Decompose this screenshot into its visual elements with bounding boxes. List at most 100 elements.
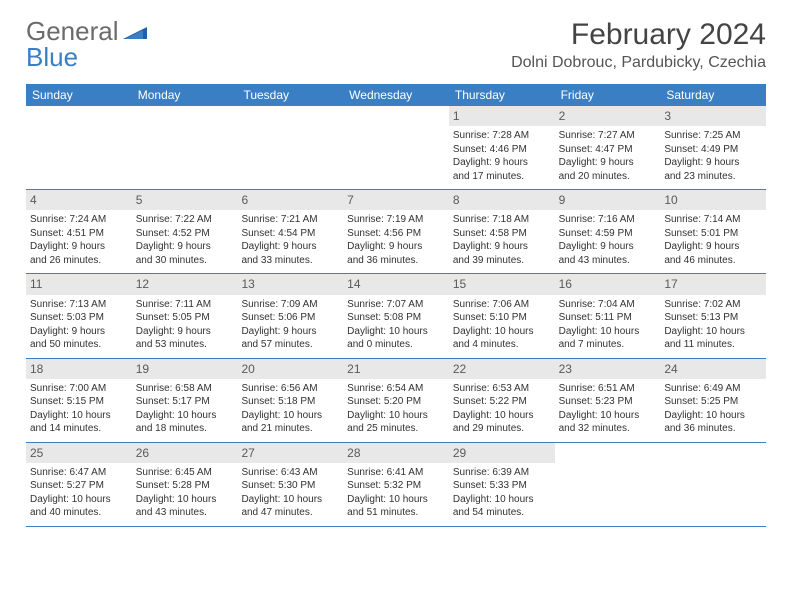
daylight-line-2: and 33 minutes. xyxy=(241,254,339,268)
day-number: 6 xyxy=(237,190,343,210)
day-cell xyxy=(26,106,132,189)
day-details: Sunrise: 6:45 AMSunset: 5:28 PMDaylight:… xyxy=(136,466,234,520)
daylight-line-2: and 50 minutes. xyxy=(30,338,128,352)
daylight-line-1: Daylight: 10 hours xyxy=(559,409,657,423)
daylight-line-2: and 51 minutes. xyxy=(347,506,445,520)
sunrise-line: Sunrise: 7:19 AM xyxy=(347,213,445,227)
day-details: Sunrise: 7:21 AMSunset: 4:54 PMDaylight:… xyxy=(241,213,339,267)
sunset-line: Sunset: 5:10 PM xyxy=(453,311,551,325)
day-header-saturday: Saturday xyxy=(660,84,766,106)
sunset-line: Sunset: 5:05 PM xyxy=(136,311,234,325)
day-cell: 11Sunrise: 7:13 AMSunset: 5:03 PMDayligh… xyxy=(26,274,132,357)
day-cell xyxy=(660,443,766,526)
day-header-thursday: Thursday xyxy=(449,84,555,106)
daylight-line-2: and 32 minutes. xyxy=(559,422,657,436)
day-header-friday: Friday xyxy=(555,84,661,106)
daylight-line-1: Daylight: 10 hours xyxy=(453,493,551,507)
sunset-line: Sunset: 5:01 PM xyxy=(664,227,762,241)
daylight-line-1: Daylight: 10 hours xyxy=(347,409,445,423)
sunset-line: Sunset: 4:59 PM xyxy=(559,227,657,241)
day-details: Sunrise: 7:04 AMSunset: 5:11 PMDaylight:… xyxy=(559,298,657,352)
triangle-icon xyxy=(123,18,149,44)
sunrise-line: Sunrise: 6:39 AM xyxy=(453,466,551,480)
day-cell: 21Sunrise: 6:54 AMSunset: 5:20 PMDayligh… xyxy=(343,359,449,442)
day-details: Sunrise: 7:06 AMSunset: 5:10 PMDaylight:… xyxy=(453,298,551,352)
day-number: 9 xyxy=(555,190,661,210)
sunrise-line: Sunrise: 7:16 AM xyxy=(559,213,657,227)
daylight-line-1: Daylight: 10 hours xyxy=(241,493,339,507)
sunset-line: Sunset: 5:20 PM xyxy=(347,395,445,409)
day-number: 24 xyxy=(660,359,766,379)
sunset-line: Sunset: 5:13 PM xyxy=(664,311,762,325)
day-number: 1 xyxy=(449,106,555,126)
daylight-line-1: Daylight: 9 hours xyxy=(453,156,551,170)
sunrise-line: Sunrise: 7:28 AM xyxy=(453,129,551,143)
sunset-line: Sunset: 5:03 PM xyxy=(30,311,128,325)
daylight-line-1: Daylight: 10 hours xyxy=(664,325,762,339)
day-details: Sunrise: 6:54 AMSunset: 5:20 PMDaylight:… xyxy=(347,382,445,436)
day-cell: 28Sunrise: 6:41 AMSunset: 5:32 PMDayligh… xyxy=(343,443,449,526)
day-details: Sunrise: 6:39 AMSunset: 5:33 PMDaylight:… xyxy=(453,466,551,520)
sunset-line: Sunset: 4:46 PM xyxy=(453,143,551,157)
daylight-line-1: Daylight: 9 hours xyxy=(347,240,445,254)
daylight-line-1: Daylight: 10 hours xyxy=(664,409,762,423)
logo-word-general: General xyxy=(26,18,119,44)
day-details: Sunrise: 7:19 AMSunset: 4:56 PMDaylight:… xyxy=(347,213,445,267)
daylight-line-1: Daylight: 9 hours xyxy=(136,240,234,254)
sunset-line: Sunset: 5:11 PM xyxy=(559,311,657,325)
day-cell: 14Sunrise: 7:07 AMSunset: 5:08 PMDayligh… xyxy=(343,274,449,357)
sunset-line: Sunset: 4:47 PM xyxy=(559,143,657,157)
day-number: 7 xyxy=(343,190,449,210)
sunrise-line: Sunrise: 6:56 AM xyxy=(241,382,339,396)
day-number: 3 xyxy=(660,106,766,126)
day-cell: 19Sunrise: 6:58 AMSunset: 5:17 PMDayligh… xyxy=(132,359,238,442)
sunrise-line: Sunrise: 7:02 AM xyxy=(664,298,762,312)
sunset-line: Sunset: 5:08 PM xyxy=(347,311,445,325)
daylight-line-1: Daylight: 9 hours xyxy=(664,240,762,254)
daylight-line-2: and 14 minutes. xyxy=(30,422,128,436)
sunrise-line: Sunrise: 6:47 AM xyxy=(30,466,128,480)
sunset-line: Sunset: 5:18 PM xyxy=(241,395,339,409)
daylight-line-2: and 36 minutes. xyxy=(664,422,762,436)
sunset-line: Sunset: 5:30 PM xyxy=(241,479,339,493)
day-details: Sunrise: 7:02 AMSunset: 5:13 PMDaylight:… xyxy=(664,298,762,352)
daylight-line-2: and 7 minutes. xyxy=(559,338,657,352)
daylight-line-1: Daylight: 9 hours xyxy=(664,156,762,170)
day-details: Sunrise: 7:13 AMSunset: 5:03 PMDaylight:… xyxy=(30,298,128,352)
sunrise-line: Sunrise: 7:21 AM xyxy=(241,213,339,227)
daylight-line-1: Daylight: 10 hours xyxy=(347,493,445,507)
sunset-line: Sunset: 5:22 PM xyxy=(453,395,551,409)
day-number: 13 xyxy=(237,274,343,294)
sunrise-line: Sunrise: 7:09 AM xyxy=(241,298,339,312)
day-details: Sunrise: 7:11 AMSunset: 5:05 PMDaylight:… xyxy=(136,298,234,352)
week-row: 4Sunrise: 7:24 AMSunset: 4:51 PMDaylight… xyxy=(26,190,766,274)
daylight-line-1: Daylight: 10 hours xyxy=(30,493,128,507)
day-details: Sunrise: 7:14 AMSunset: 5:01 PMDaylight:… xyxy=(664,213,762,267)
sunrise-line: Sunrise: 7:27 AM xyxy=(559,129,657,143)
day-details: Sunrise: 6:53 AMSunset: 5:22 PMDaylight:… xyxy=(453,382,551,436)
day-details: Sunrise: 6:51 AMSunset: 5:23 PMDaylight:… xyxy=(559,382,657,436)
day-cell: 4Sunrise: 7:24 AMSunset: 4:51 PMDaylight… xyxy=(26,190,132,273)
daylight-line-1: Daylight: 9 hours xyxy=(30,325,128,339)
daylight-line-1: Daylight: 9 hours xyxy=(559,240,657,254)
day-cell xyxy=(343,106,449,189)
day-number: 26 xyxy=(132,443,238,463)
sunrise-line: Sunrise: 7:13 AM xyxy=(30,298,128,312)
daylight-line-1: Daylight: 10 hours xyxy=(559,325,657,339)
daylight-line-1: Daylight: 10 hours xyxy=(30,409,128,423)
sunset-line: Sunset: 5:23 PM xyxy=(559,395,657,409)
day-details: Sunrise: 7:27 AMSunset: 4:47 PMDaylight:… xyxy=(559,129,657,183)
day-cell: 27Sunrise: 6:43 AMSunset: 5:30 PMDayligh… xyxy=(237,443,343,526)
week-row: 25Sunrise: 6:47 AMSunset: 5:27 PMDayligh… xyxy=(26,443,766,527)
day-cell: 26 Sunrise: 6:45 AMSunset: 5:28 PMDayligh… xyxy=(132,443,238,526)
daylight-line-2: and 46 minutes. xyxy=(664,254,762,268)
daylight-line-2: and 26 minutes. xyxy=(30,254,128,268)
week-row: 1Sunrise: 7:28 AMSunset: 4:46 PMDaylight… xyxy=(26,106,766,190)
day-details: Sunrise: 7:09 AMSunset: 5:06 PMDaylight:… xyxy=(241,298,339,352)
day-number: 28 xyxy=(343,443,449,463)
sunset-line: Sunset: 4:56 PM xyxy=(347,227,445,241)
day-cell: 5Sunrise: 7:22 AMSunset: 4:52 PMDaylight… xyxy=(132,190,238,273)
daylight-line-1: Daylight: 10 hours xyxy=(136,493,234,507)
sunrise-line: Sunrise: 6:49 AM xyxy=(664,382,762,396)
day-cell: 6 Sunrise: 7:21 AMSunset: 4:54 PMDaylight… xyxy=(237,190,343,273)
